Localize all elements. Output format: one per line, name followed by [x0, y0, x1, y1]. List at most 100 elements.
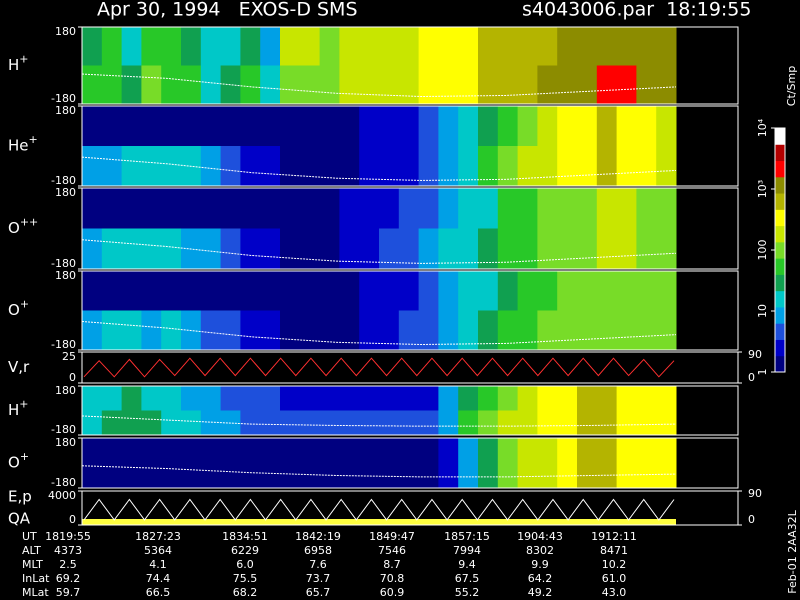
ephemeris-cell: 66.5	[146, 586, 171, 599]
ephemeris-cell: 6958	[304, 544, 332, 557]
heatmap-cell	[319, 65, 340, 105]
ephemeris-cell: 1849:47	[369, 530, 415, 543]
heatmap-cell	[497, 410, 519, 436]
heatmap-cell	[577, 386, 598, 411]
heatmap-cell	[200, 106, 222, 147]
heatmap-cell	[161, 386, 182, 411]
heatmap-cell	[359, 310, 380, 351]
heatmap-cell	[517, 188, 538, 229]
y-tick-label: 180	[55, 186, 76, 199]
heatmap-cell	[577, 438, 598, 464]
heatmap-cell	[101, 271, 123, 311]
heatmap-cell	[220, 27, 241, 66]
heatmap-cell	[299, 310, 321, 351]
heatmap-cell	[398, 463, 420, 489]
heatmap-cell	[596, 146, 618, 187]
panel-frame	[81, 270, 739, 351]
colorbar-swatch	[775, 128, 785, 145]
ephemeris-cell: 75.5	[233, 572, 258, 585]
heatmap-cell	[220, 463, 241, 489]
ephemeris-cell: 59.7	[56, 586, 81, 599]
series-line	[83, 498, 675, 521]
heatmap-cell	[497, 310, 519, 351]
charge: +	[19, 53, 28, 66]
heatmap-cell	[557, 228, 578, 270]
heatmap-cell	[418, 188, 439, 229]
heatmap-cell	[339, 228, 360, 270]
heatmap-cell	[121, 463, 142, 489]
pitch-angle-curve	[81, 320, 677, 346]
heatmap-cell	[260, 271, 281, 311]
heatmap-cell	[379, 386, 400, 411]
heatmap-cell	[121, 188, 142, 229]
heatmap-cell	[577, 188, 598, 229]
heatmap-cell	[319, 438, 340, 464]
heatmap-cell	[260, 463, 281, 489]
heatmap-cell	[418, 463, 439, 489]
heatmap-cell	[141, 386, 162, 411]
charge: +	[19, 398, 28, 411]
heatmap-cell	[141, 228, 162, 270]
heatmap-cell	[458, 310, 479, 351]
heatmap-cell	[161, 410, 182, 436]
heatmap-cell	[458, 65, 479, 105]
colorbar-swatch	[775, 323, 785, 340]
ephemeris-cell: 8471	[600, 544, 628, 557]
heatmap-cell	[438, 228, 459, 270]
heatmap-cell	[299, 438, 321, 464]
heatmap-cell	[339, 146, 360, 187]
heatmap-cell	[398, 188, 420, 229]
series-line	[83, 357, 675, 378]
heatmap-cell	[438, 188, 459, 229]
heatmap-cell	[220, 386, 241, 411]
y-tick-label: 180	[55, 104, 76, 117]
heatmap-cell	[537, 146, 558, 187]
heatmap-cell	[596, 386, 618, 411]
heatmap-cell	[636, 463, 657, 489]
heatmap-cell	[616, 106, 637, 147]
heatmap-cell	[458, 386, 479, 411]
heatmap-cell	[616, 463, 637, 489]
heatmap-cell	[438, 438, 459, 464]
heatmap-cell	[319, 146, 340, 187]
heatmap-cell	[240, 106, 261, 147]
heatmap-cell	[478, 410, 499, 436]
heatmap-cell	[299, 146, 321, 187]
heatmap-cell	[616, 146, 637, 187]
y-tick-label: 180	[55, 269, 76, 282]
heatmap-cell	[240, 463, 261, 489]
heatmap-cell	[359, 463, 380, 489]
heatmap-cell	[359, 271, 380, 311]
heatmap-cell	[497, 386, 519, 411]
heatmap-cell	[537, 271, 558, 311]
ephemeris-cell: 70.8	[380, 572, 405, 585]
colorbar-swatch	[775, 160, 785, 178]
heatmap-cell	[181, 106, 202, 147]
heatmap-cell	[438, 386, 459, 411]
heatmap-cell	[141, 438, 162, 464]
heatmap-cell	[379, 438, 400, 464]
heatmap-cell	[280, 438, 301, 464]
heatmap-cell	[181, 438, 202, 464]
heatmap-cell	[537, 106, 558, 147]
heatmap-cell	[537, 438, 558, 464]
heatmap-cell	[517, 27, 538, 66]
charge: +	[29, 133, 38, 146]
heatmap-cell	[537, 65, 558, 105]
heatmap-cell	[557, 463, 578, 489]
heatmap-cell	[280, 27, 301, 66]
footer-label: Feb-01 2AA32L	[786, 509, 799, 593]
colorbar-swatch	[775, 339, 785, 357]
heatmap-cell	[220, 188, 241, 229]
y-tick-label: 180	[55, 25, 76, 38]
heatmap-cell	[577, 271, 598, 311]
heatmap-cell	[596, 65, 618, 105]
heatmap-cell	[458, 410, 479, 436]
heatmap-cell	[616, 65, 637, 105]
heatmap-cell	[636, 410, 657, 436]
ephemeris-cell: 64.2	[528, 572, 553, 585]
colorbar-tick-label: 100	[756, 240, 769, 261]
pitch-angle-curve	[81, 239, 677, 264]
heatmap-cell	[517, 106, 538, 147]
heatmap-cell	[656, 271, 677, 311]
